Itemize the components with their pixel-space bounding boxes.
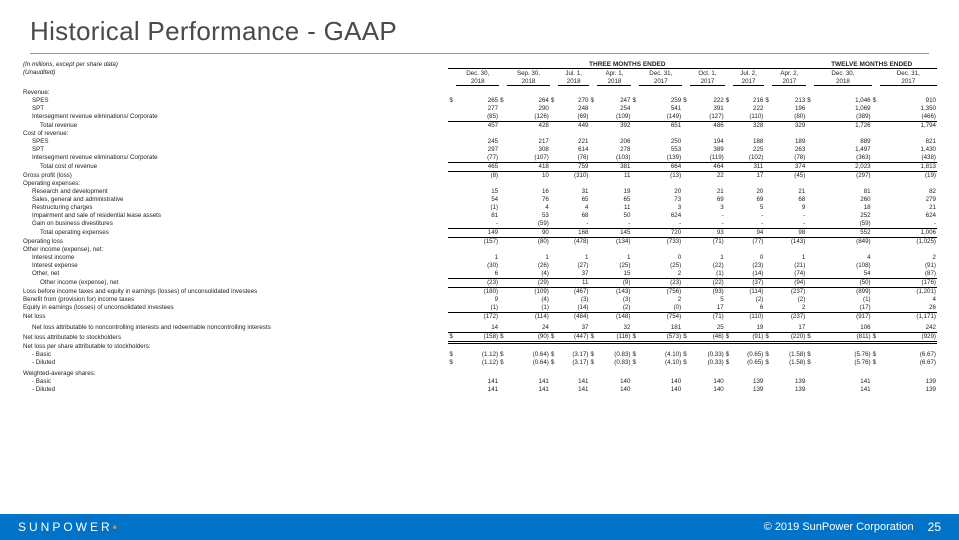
page-number: 25 bbox=[928, 520, 941, 534]
brand-dot: • bbox=[113, 520, 120, 534]
data-table-wrap: (In millions, except per share data)THRE… bbox=[22, 60, 937, 393]
copyright: © 2019 SunPower Corporation bbox=[764, 521, 914, 533]
slide: Historical Performance - GAAP (In millio… bbox=[0, 0, 959, 540]
financial-table: (In millions, except per share data)THRE… bbox=[22, 60, 937, 393]
brand-text: SUNPOWER bbox=[18, 520, 113, 534]
footer: SUNPOWER• © 2019 SunPower Corporation 25 bbox=[0, 514, 959, 540]
footer-right: © 2019 SunPower Corporation 25 bbox=[764, 520, 941, 534]
logo: SUNPOWER• bbox=[18, 520, 120, 534]
title-rule bbox=[30, 53, 929, 54]
page-title: Historical Performance - GAAP bbox=[0, 0, 959, 53]
